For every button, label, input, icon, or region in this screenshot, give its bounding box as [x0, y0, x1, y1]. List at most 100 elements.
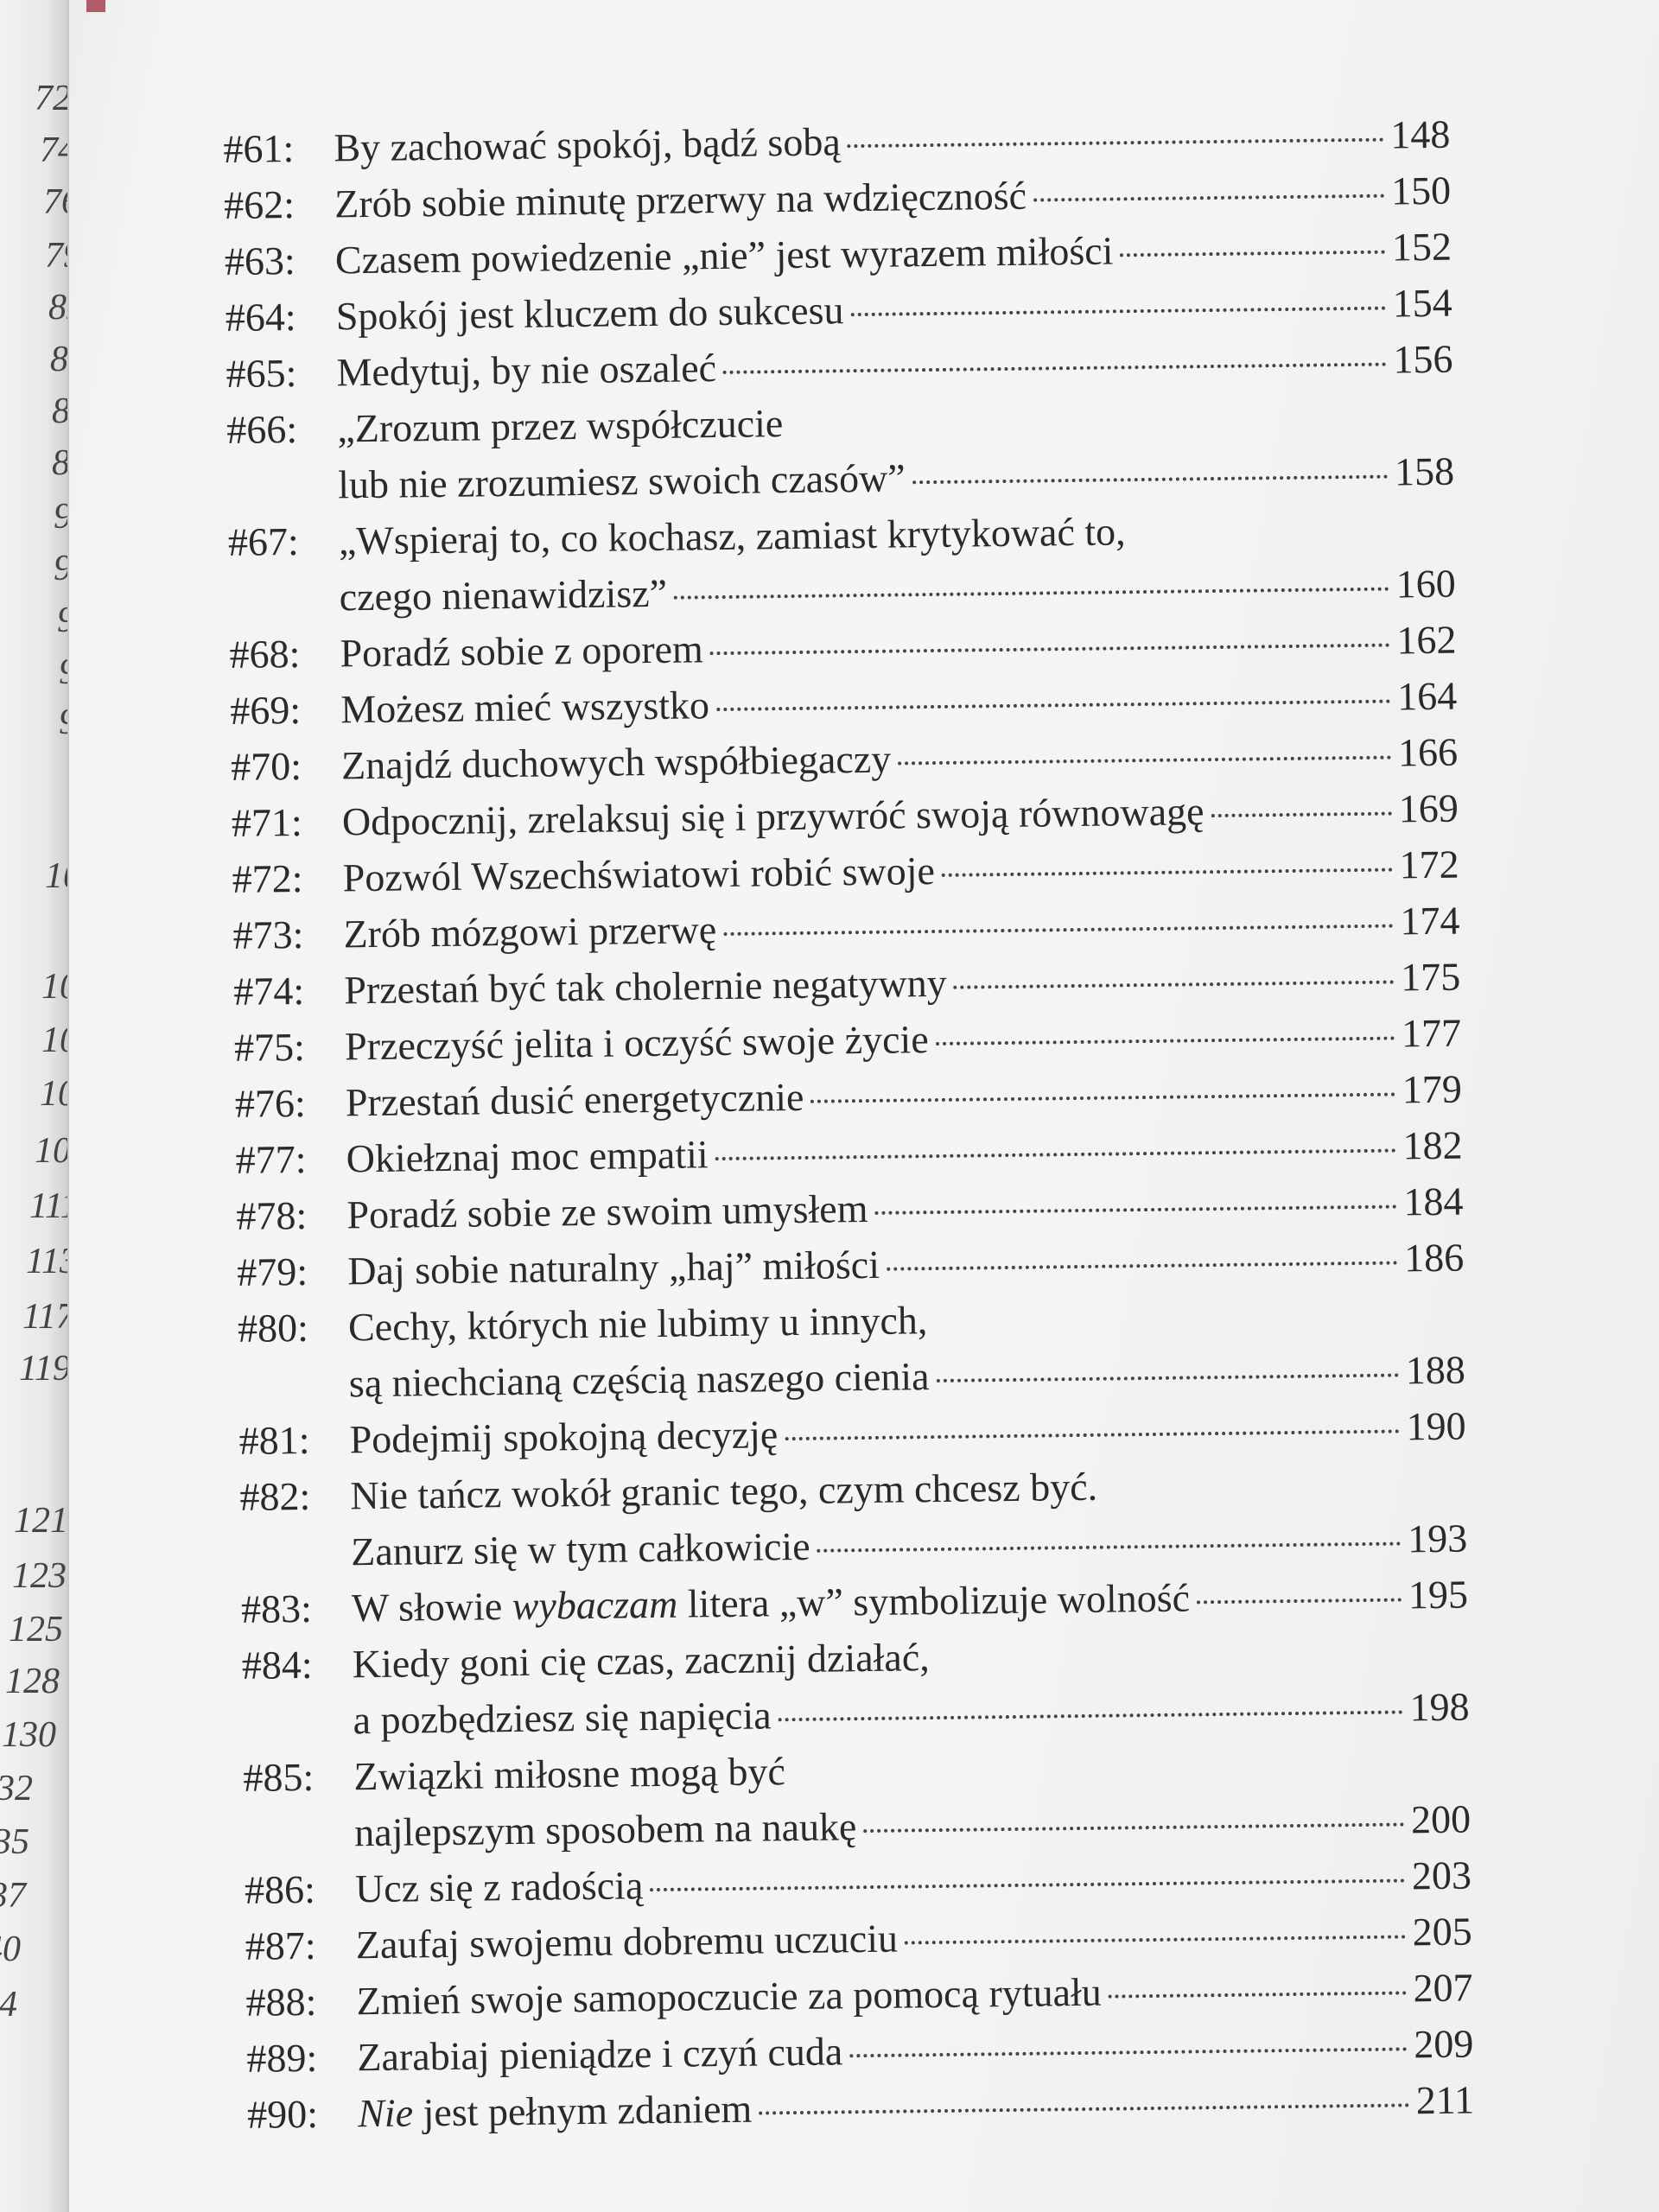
page-number: 166	[1397, 729, 1459, 775]
left-page-number: 121	[14, 1501, 68, 1541]
dot-leader	[912, 474, 1389, 485]
entry-number: #67:	[227, 518, 300, 564]
page-number: 205	[1412, 1909, 1473, 1955]
toc-entry: #67: „Wspieraj to, co kochasz, zamiast kr…	[228, 499, 1456, 626]
entry-title: Znajdź duchowych współbiegaczy	[340, 736, 892, 788]
left-page-number: 99	[59, 702, 67, 743]
page-number: 184	[1403, 1179, 1464, 1224]
entry-title: Cechy, których nie lubimy u innych,	[347, 1298, 928, 1350]
dot-leader	[849, 2047, 1408, 2058]
entry-title: Ucz się z radością	[354, 1863, 644, 1911]
entry-title: Poradź sobie ze swoim umysłem	[346, 1185, 868, 1237]
left-page-number: 32	[0, 1769, 33, 1808]
left-page-number: 74	[40, 130, 67, 170]
entry-title: W słowie wybaczam litera „w” symbolizuje…	[351, 1575, 1191, 1630]
entry-title: najlepszym sposobem na naukę	[353, 1804, 857, 1855]
entry-number: #65:	[226, 350, 297, 396]
page-number: 190	[1406, 1403, 1466, 1449]
entry-title: Nie tańcz wokół granic tego, czym chcesz…	[350, 1464, 1098, 1518]
entry-number: #86:	[244, 1866, 316, 1912]
page-number: 175	[1400, 954, 1461, 1000]
dot-leader	[723, 362, 1387, 374]
entry-title: Zaufaj swojemu dobremu uczuciu	[355, 1916, 899, 1967]
left-page-number: 35	[0, 1822, 29, 1862]
dot-leader	[785, 1429, 1400, 1441]
entry-title: są niechcianą częścią naszego cienia	[348, 1354, 930, 1406]
left-page-number: 128	[5, 1662, 60, 1701]
dot-leader	[874, 1205, 1397, 1215]
entry-number: #76:	[234, 1080, 306, 1126]
entry-title: Zrób sobie minutę przerwy na wdzięczność	[334, 173, 1027, 226]
entry-number: #74:	[232, 968, 305, 1014]
left-page-number: 125	[9, 1610, 63, 1649]
dot-leader	[898, 755, 1392, 766]
page-number: 203	[1411, 1853, 1472, 1898]
entry-title: czego nienawidzisz”	[339, 570, 668, 620]
left-page-number: 76	[43, 182, 67, 222]
page-number: 200	[1410, 1796, 1471, 1842]
page-number: 158	[1394, 448, 1455, 494]
left-page-number: 111	[29, 1186, 67, 1226]
table-of-contents: #61: By zachować spokój, bądź sobą 148 #62:…	[223, 106, 1474, 2143]
toc-entry: #80: Cechy, których nie lubimy u innych, s…	[238, 1286, 1465, 1413]
page-number: 164	[1396, 673, 1458, 719]
dot-leader	[1211, 811, 1392, 818]
dot-leader	[953, 980, 1395, 989]
entry-number: #63:	[224, 238, 296, 283]
page-number: 179	[1402, 1066, 1463, 1112]
left-page-number: 130	[2, 1715, 56, 1755]
left-page-number: 117	[22, 1297, 69, 1337]
entry-title: Zanurz się w tym całkowicie	[350, 1523, 810, 1574]
page-number: 195	[1408, 1572, 1469, 1618]
dot-leader	[936, 1373, 1399, 1383]
entry-number: #62:	[223, 181, 296, 227]
entry-number: #70:	[230, 743, 302, 789]
entry-title: Możesz mieć wszystko	[340, 683, 710, 732]
entry-title: „Zrozum przez współczucie	[337, 401, 784, 451]
left-page-number: 92	[54, 548, 67, 589]
left-page-number: 84	[50, 340, 68, 379]
page-number: 177	[1401, 1010, 1462, 1056]
dot-leader	[778, 1710, 1403, 1722]
left-page-number: 123	[12, 1556, 67, 1596]
entry-title: Czasem powiedzenie „nie” jest wyrazem mi…	[334, 228, 1114, 283]
dot-leader	[709, 643, 1390, 656]
entry-title: Zrób mózgowi przerwę	[343, 907, 717, 957]
left-page-number: 95	[57, 600, 67, 641]
page-number: 174	[1400, 898, 1460, 944]
left-page-number: 37	[0, 1876, 26, 1916]
dot-leader	[886, 1261, 1398, 1271]
page-number: 156	[1393, 336, 1453, 382]
left-page-number: 113	[26, 1242, 67, 1281]
toc-entry: #84: Kiedy goni cię czas, zacznij działać…	[241, 1623, 1470, 1750]
dot-leader	[863, 1822, 1405, 1834]
entry-title: Kiedy goni cię czas, zacznij działać,	[352, 1635, 931, 1687]
entry-number: #77:	[235, 1136, 307, 1182]
entry-title: Przeczyść jelita i oczyść swoje życie	[344, 1017, 929, 1069]
page-number: 182	[1402, 1122, 1463, 1168]
toc-entry: #82: Nie tańcz wokół granic tego, czym ch…	[239, 1454, 1467, 1581]
page-number: 160	[1395, 561, 1456, 607]
entry-number: #78:	[236, 1192, 308, 1238]
left-page-edge: 72 74 76 79 82 84 86 88 90 92 95 97 99 101 103 105 107 10…	[0, 0, 69, 2212]
entry-title: Daj sobie naturalny „haj” miłości	[346, 1242, 880, 1294]
left-page-number: 72	[35, 79, 69, 118]
entry-title: Związki miłosne mogą być	[353, 1749, 786, 1799]
dot-leader	[847, 137, 1384, 149]
page-number: 162	[1396, 617, 1457, 663]
dot-leader	[904, 1935, 1406, 1945]
entry-number: #80:	[237, 1305, 309, 1351]
dot-leader	[759, 2103, 1409, 2115]
toc-entry: #66: „Zrozum przez współczucie lub nie zro…	[226, 387, 1454, 514]
entry-number: #69:	[230, 687, 302, 733]
dot-leader	[1033, 194, 1385, 202]
page-number: 207	[1413, 1965, 1473, 2011]
left-page-number: 90	[54, 496, 67, 537]
page-number: 150	[1390, 168, 1452, 213]
page-number: 198	[1409, 1684, 1470, 1730]
dot-leader	[716, 699, 1391, 712]
entry-title: Okiełznaj moc empatii	[346, 1132, 709, 1181]
left-page-number: 82	[48, 288, 67, 327]
dot-leader	[1197, 1598, 1402, 1605]
entry-number: #88:	[245, 1979, 317, 2024]
